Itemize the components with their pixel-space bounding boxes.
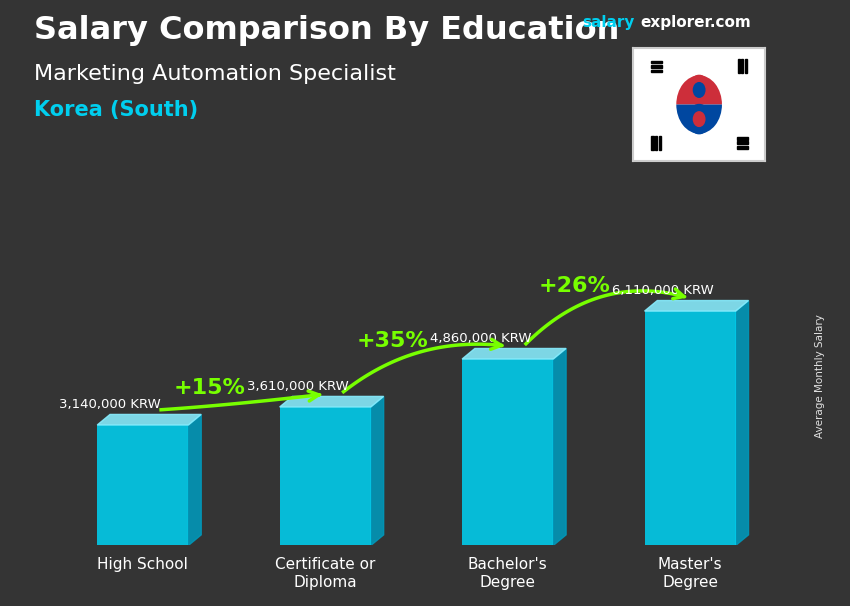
Text: Average Monthly Salary: Average Monthly Salary <box>815 314 825 438</box>
Bar <box>650 61 661 64</box>
Bar <box>738 59 740 73</box>
Text: 4,860,000 KRW: 4,860,000 KRW <box>429 332 531 345</box>
Text: Marketing Automation Specialist: Marketing Automation Specialist <box>34 64 396 84</box>
Text: +15%: +15% <box>174 378 246 398</box>
Polygon shape <box>736 301 749 545</box>
Text: 3,610,000 KRW: 3,610,000 KRW <box>247 380 348 393</box>
Bar <box>737 141 748 144</box>
Bar <box>737 137 748 139</box>
Bar <box>741 59 743 73</box>
Wedge shape <box>677 75 722 104</box>
Bar <box>659 136 660 150</box>
Bar <box>651 136 654 150</box>
Text: explorer.com: explorer.com <box>640 15 751 30</box>
Polygon shape <box>280 396 383 407</box>
Bar <box>280 407 371 545</box>
Bar <box>644 311 736 545</box>
Bar <box>745 59 747 73</box>
Bar <box>655 136 657 150</box>
Polygon shape <box>644 301 749 311</box>
Polygon shape <box>462 348 566 359</box>
Text: +35%: +35% <box>357 331 428 351</box>
Polygon shape <box>189 415 201 545</box>
Text: 3,140,000 KRW: 3,140,000 KRW <box>60 398 161 411</box>
Bar <box>650 70 661 72</box>
Text: Salary Comparison By Education: Salary Comparison By Education <box>34 15 620 46</box>
Polygon shape <box>97 415 201 425</box>
Text: salary: salary <box>582 15 635 30</box>
Bar <box>737 145 748 148</box>
Circle shape <box>694 112 705 127</box>
Bar <box>462 359 553 545</box>
Wedge shape <box>677 104 722 134</box>
Text: 6,110,000 KRW: 6,110,000 KRW <box>612 284 714 297</box>
Polygon shape <box>371 396 383 545</box>
Circle shape <box>694 82 705 97</box>
Polygon shape <box>553 348 566 545</box>
Text: Korea (South): Korea (South) <box>34 100 198 120</box>
Bar <box>650 65 661 68</box>
Text: +26%: +26% <box>539 276 611 296</box>
Bar <box>97 425 189 545</box>
Circle shape <box>688 104 711 134</box>
Circle shape <box>688 75 711 104</box>
